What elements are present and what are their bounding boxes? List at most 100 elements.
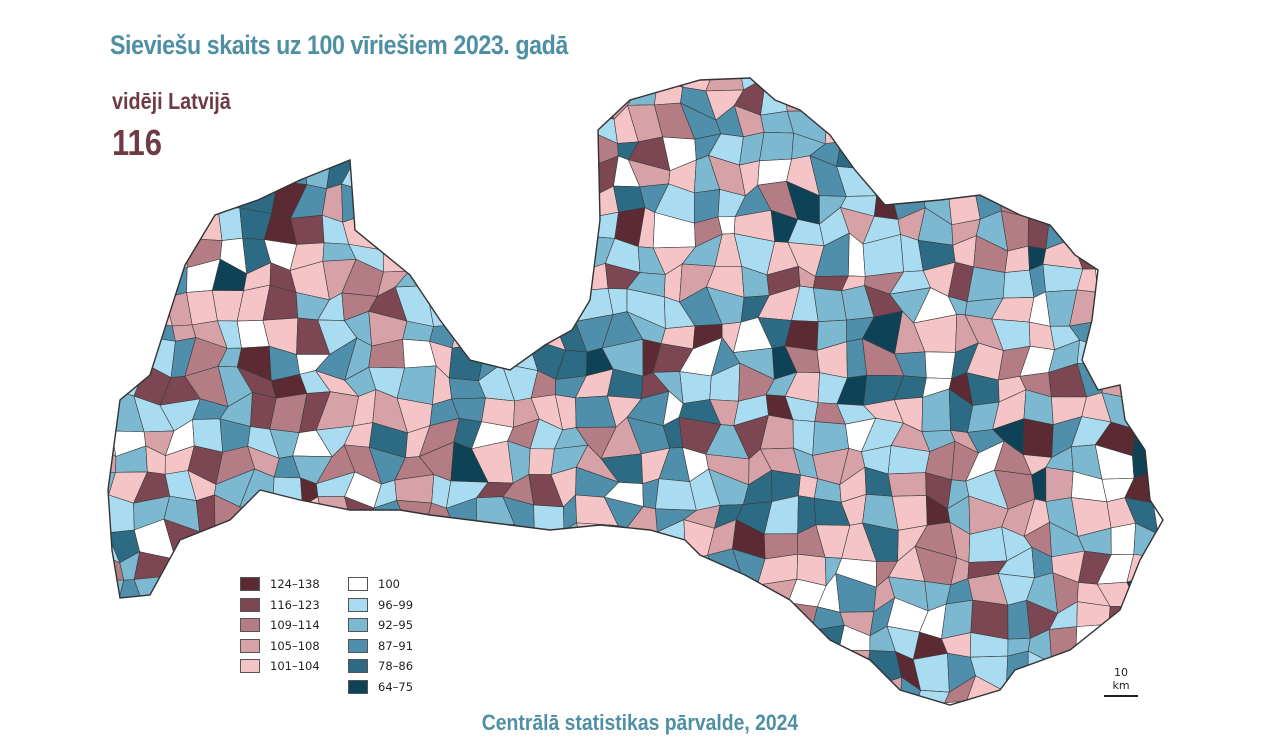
municipality-cell (869, 130, 901, 170)
municipality-cell (290, 214, 325, 245)
municipality-cell (1049, 626, 1078, 666)
municipality-cell (550, 262, 584, 291)
municipality-cell (509, 142, 541, 172)
legend-item: 87–91 (348, 636, 413, 657)
municipality-cell (476, 142, 511, 172)
municipality-cell (1122, 364, 1162, 398)
municipality-cell (143, 610, 173, 638)
municipality-cell (108, 676, 111, 705)
municipality-cell (1045, 467, 1074, 502)
municipality-cell (578, 622, 607, 657)
legend-label: 64–75 (378, 679, 414, 694)
municipality-cell (785, 684, 823, 705)
municipality-cell (1101, 363, 1130, 398)
municipality-cell (559, 217, 592, 238)
municipality-cell (549, 289, 584, 322)
map-title: Sieviešu skaits uz 100 vīriešiem 2023. g… (110, 30, 568, 60)
municipality-cell (559, 92, 590, 115)
municipality-cell (759, 684, 795, 705)
municipality-cell (1026, 679, 1051, 705)
municipality-cell (531, 195, 565, 221)
legend-swatch (240, 597, 260, 612)
municipality-cell (1078, 103, 1114, 141)
municipality-cell (1079, 161, 1113, 192)
municipality-cell (471, 237, 500, 261)
municipality-cell (271, 137, 305, 167)
average-label: vidēji Latvijā (112, 88, 231, 114)
municipality-cell (449, 258, 480, 303)
municipality-cell (759, 626, 799, 664)
municipality-cell (845, 687, 878, 705)
municipality-cell (109, 261, 149, 302)
municipality-cell (941, 104, 978, 146)
municipality-cell (341, 183, 382, 223)
municipality-cell (1078, 82, 1114, 113)
municipality-cell (1048, 78, 1083, 89)
municipality-cell (192, 571, 223, 612)
municipality-cell (555, 578, 587, 605)
legend-label: 78–86 (378, 659, 414, 674)
municipality-cell (382, 247, 410, 273)
municipality-cell (426, 186, 457, 218)
municipality-cell (1128, 217, 1158, 252)
municipality-cell (1126, 156, 1158, 193)
municipality-cell (509, 555, 533, 587)
municipality-cell (185, 138, 224, 167)
municipality-cell (707, 622, 747, 656)
municipality-cell (524, 208, 562, 238)
municipality-cell (1047, 676, 1084, 705)
municipality-cell (423, 106, 458, 148)
municipality-cell (556, 78, 593, 94)
municipality-cell (994, 78, 1035, 88)
municipality-cell (635, 585, 672, 612)
municipality-cell (526, 596, 559, 641)
municipality-cell (423, 80, 462, 112)
legend-swatch (240, 659, 260, 674)
municipality-cell (108, 599, 116, 635)
municipality-cell (1126, 191, 1158, 225)
municipality-cell (108, 78, 113, 85)
municipality-cell (452, 162, 488, 198)
municipality-cell (585, 604, 611, 641)
municipality-cell (784, 89, 828, 112)
municipality-cell (1124, 312, 1159, 353)
municipality-cell (948, 172, 980, 195)
legend-item: 116–123 (240, 595, 320, 616)
municipality-cell (533, 649, 564, 687)
municipality-cell (108, 260, 124, 302)
municipality-cell (1129, 130, 1154, 158)
municipality-cell (574, 78, 615, 95)
municipality-cell (217, 570, 240, 615)
scale-bar: 10 km (1104, 666, 1138, 697)
municipality-cell (1043, 128, 1081, 169)
municipality-cell (1032, 78, 1057, 89)
municipality-cell (505, 192, 536, 224)
municipality-cell (1110, 314, 1128, 351)
scale-bar-line (1104, 695, 1138, 697)
municipality-cell (679, 576, 721, 606)
municipality-cell (158, 181, 202, 219)
municipality-cell (241, 158, 278, 198)
municipality-cell (108, 346, 124, 377)
municipality-cell (110, 208, 140, 244)
municipality-cell (866, 78, 906, 95)
municipality-cell (539, 102, 567, 144)
municipality-cell (525, 289, 563, 314)
municipality-cell (456, 80, 479, 118)
municipality-cell (189, 603, 224, 635)
municipality-cell (1075, 623, 1110, 666)
municipality-cell (145, 78, 171, 82)
municipality-cell (994, 83, 1034, 115)
municipality-cell (993, 103, 1035, 143)
municipality-cell (108, 236, 116, 263)
municipality-cell (600, 656, 643, 691)
municipality-cell (603, 605, 636, 640)
municipality-cell (217, 610, 243, 636)
municipality-cell (138, 634, 173, 665)
municipality-cell (679, 371, 712, 404)
municipality-cell (475, 168, 514, 198)
municipality-cell (887, 472, 927, 497)
municipality-cell (380, 137, 408, 168)
municipality-cell (717, 649, 743, 685)
legend-item: 96–99 (348, 595, 413, 616)
